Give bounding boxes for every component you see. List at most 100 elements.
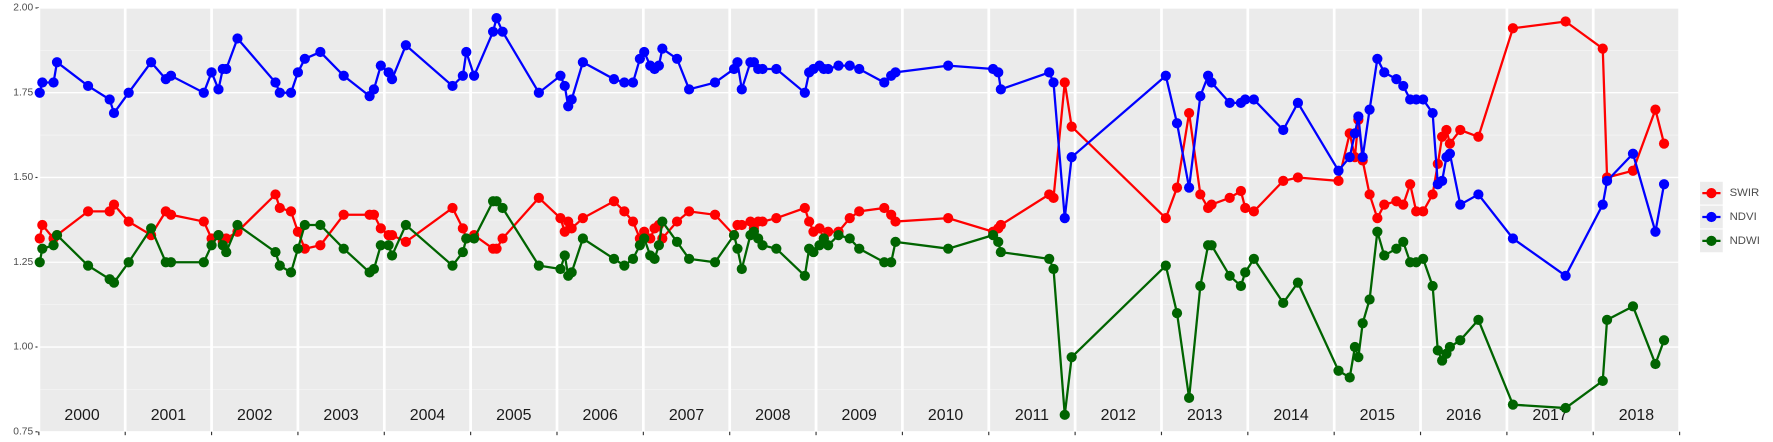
point <box>1658 179 1670 190</box>
point <box>1224 270 1235 281</box>
point <box>386 230 398 241</box>
point <box>1195 280 1206 292</box>
point <box>487 26 499 37</box>
point <box>608 74 620 85</box>
point <box>823 63 834 75</box>
point <box>1658 138 1670 149</box>
point <box>1160 260 1171 271</box>
year-label: 2006 <box>582 407 618 424</box>
point <box>386 250 398 261</box>
point <box>627 77 639 88</box>
point <box>1349 341 1361 353</box>
point <box>292 226 304 237</box>
point <box>890 216 901 227</box>
point <box>447 80 458 92</box>
point <box>566 94 577 105</box>
point <box>1160 213 1171 224</box>
year-label: 2015 <box>1360 407 1396 424</box>
point <box>639 46 650 58</box>
point <box>232 219 243 231</box>
point <box>274 87 285 98</box>
point <box>854 63 865 75</box>
point <box>198 216 209 227</box>
point <box>1278 175 1289 186</box>
point <box>555 213 566 224</box>
point <box>206 67 217 78</box>
point <box>1344 152 1355 163</box>
point <box>1292 97 1304 109</box>
point <box>165 209 177 220</box>
point <box>671 53 683 64</box>
point <box>1248 206 1259 217</box>
point <box>1379 199 1390 210</box>
point <box>375 60 386 71</box>
y-tick-label: 1.50 <box>13 172 33 183</box>
point <box>886 257 897 268</box>
point <box>879 202 890 214</box>
point <box>468 70 480 81</box>
point <box>1224 97 1235 109</box>
point <box>1391 243 1402 254</box>
point <box>1379 250 1390 261</box>
point <box>1473 314 1484 325</box>
legend-key-point <box>1706 188 1717 199</box>
point <box>274 202 285 214</box>
point <box>221 246 232 258</box>
point <box>1372 53 1383 64</box>
point <box>1658 335 1670 346</box>
point <box>808 246 819 258</box>
year-label: 2003 <box>323 407 359 424</box>
point <box>533 192 544 203</box>
point <box>468 233 480 244</box>
point <box>1597 375 1608 387</box>
point <box>491 13 502 24</box>
point <box>1206 77 1217 88</box>
point <box>854 243 865 254</box>
point <box>566 223 577 234</box>
point <box>1444 148 1456 159</box>
point <box>299 53 310 64</box>
point <box>375 240 386 251</box>
point <box>146 57 157 68</box>
point <box>608 253 620 264</box>
point <box>1333 165 1344 176</box>
point <box>814 223 825 234</box>
point <box>728 230 740 241</box>
point <box>709 257 721 268</box>
point <box>1560 16 1571 27</box>
point <box>299 219 310 231</box>
point <box>461 233 472 244</box>
point <box>844 233 855 244</box>
point <box>844 213 855 224</box>
point <box>1195 189 1206 200</box>
point <box>1353 111 1364 122</box>
point <box>48 240 59 251</box>
point <box>1048 263 1059 275</box>
point <box>1601 175 1613 186</box>
point <box>270 189 281 200</box>
point <box>995 84 1006 95</box>
point <box>1349 128 1361 139</box>
point <box>1473 189 1484 200</box>
point <box>1444 341 1456 353</box>
point <box>51 57 63 68</box>
point <box>627 253 639 264</box>
point <box>1441 124 1452 136</box>
point <box>1507 23 1519 34</box>
point <box>1650 104 1661 115</box>
point <box>1627 165 1639 176</box>
point <box>400 219 411 231</box>
point <box>1650 226 1661 237</box>
point <box>1206 199 1217 210</box>
y-tick-label: 0.75 <box>13 426 33 437</box>
point <box>1418 206 1429 217</box>
legend-label: NDWI <box>1730 235 1760 247</box>
point <box>1455 335 1466 346</box>
point <box>1183 182 1195 193</box>
point <box>1160 70 1171 81</box>
point <box>1333 175 1344 186</box>
point <box>400 236 411 248</box>
point <box>1364 104 1375 115</box>
point <box>577 213 589 224</box>
point <box>879 77 890 88</box>
